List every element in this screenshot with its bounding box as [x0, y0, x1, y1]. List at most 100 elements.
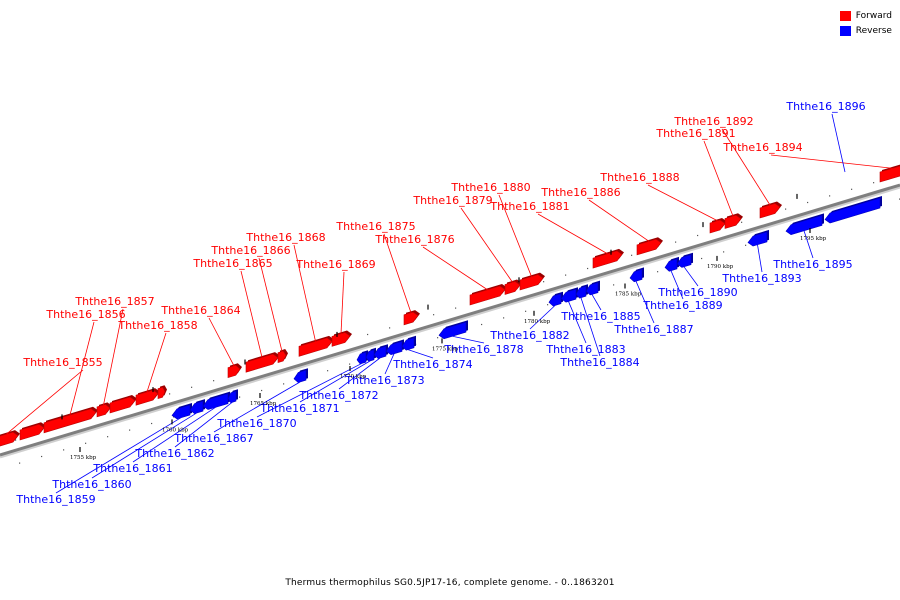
minor-tick-dot	[481, 323, 483, 326]
minor-tick-dot	[367, 333, 369, 336]
forward-gene-feature	[298, 337, 333, 357]
forward-gene-label: Ththe16_1869	[295, 258, 375, 271]
genome-axis	[0, 183, 900, 457]
legend: Forward Reverse	[839, 8, 892, 38]
forward-leader-line	[770, 154, 893, 169]
reverse-gene-feature	[676, 254, 692, 268]
forward-leader-line	[69, 321, 95, 416]
minor-tick-dot	[675, 241, 677, 243]
forward-gene-label: Ththe16_1855	[22, 356, 102, 369]
minor-tick-dot	[41, 455, 43, 458]
reverse-leader-line	[213, 381, 301, 433]
minor-tick-dot	[723, 251, 725, 253]
minor-tick-dot	[63, 449, 65, 451]
minor-tick-dot	[701, 257, 703, 260]
reverse-gene-feature	[401, 337, 415, 351]
minor-tick-dot	[169, 393, 171, 395]
reverse-gene-feature	[438, 321, 467, 340]
reverse-gene-feature	[824, 197, 881, 224]
minor-tick-dot	[85, 442, 87, 444]
reverse-leader-line	[591, 294, 602, 311]
forward-gene-feature	[636, 238, 662, 256]
forward-gene-feature	[96, 404, 111, 418]
minor-tick-dot	[239, 396, 241, 398]
minor-tick-dot	[741, 221, 743, 223]
forward-gene-label: Ththe16_1876	[374, 233, 454, 246]
forward-leader-line	[103, 308, 124, 406]
minor-tick-dot	[613, 284, 615, 286]
forward-leader-line	[258, 257, 283, 352]
forward-gene-feature	[227, 364, 241, 379]
reverse-leader-line	[683, 266, 699, 287]
minor-tick-dot	[151, 422, 153, 425]
minor-tick-dot	[657, 271, 659, 273]
minor-tick-dot	[107, 436, 109, 438]
reverse-gene-feature	[629, 268, 643, 283]
reverse-gene-label: Ththe16_1859	[15, 493, 95, 506]
minor-tick-dot	[213, 380, 215, 382]
reverse-gene-label: Ththe16_1871	[259, 402, 339, 415]
reverse-gene-label: Ththe16_1895	[772, 258, 852, 271]
minor-tick-dot	[785, 208, 787, 210]
forward-gene-feature	[109, 396, 136, 414]
forward-leader-line	[383, 233, 412, 313]
reverse-gene-label: Ththe16_1884	[559, 356, 639, 369]
reverse-leader-line	[256, 363, 362, 418]
forward-gene-label: Ththe16_1875	[335, 220, 415, 233]
minor-tick-dot	[437, 337, 439, 339]
reverse-leader-line	[55, 417, 182, 494]
reverse-gene-label: Ththe16_1890	[657, 286, 737, 299]
forward-leader-line	[498, 194, 532, 277]
reverse-gene-label: Ththe16_1887	[613, 323, 693, 336]
forward-leader-line	[703, 140, 734, 217]
reverse-gene-feature	[356, 351, 367, 365]
reverse-gene-label: Ththe16_1893	[721, 272, 801, 285]
forward-leader-line	[460, 207, 513, 283]
minor-tick-dot	[851, 188, 853, 190]
reverse-gene-feature	[785, 214, 823, 236]
forward-leader-line	[721, 128, 771, 206]
forward-gene-feature	[19, 423, 45, 441]
forward-gene-feature	[135, 389, 159, 406]
kbp-tick-label: 1770 kbp	[340, 374, 367, 380]
minor-tick-dot	[261, 389, 263, 392]
minor-tick-dot	[19, 462, 21, 464]
forward-leader-line	[422, 246, 488, 291]
minor-tick-dot	[389, 327, 391, 329]
forward-gene-feature	[43, 408, 97, 434]
kbp-tick-label: 1775 kbp	[432, 346, 459, 352]
axis-shadow	[0, 185, 900, 459]
minor-tick-dot	[525, 310, 527, 312]
reverse-leader-line	[757, 244, 763, 273]
kbp-tick-label: 1790 kbp	[707, 264, 734, 270]
minor-tick-dot	[829, 195, 831, 197]
minor-tick-dot	[129, 429, 131, 431]
reverse-gene-label: Ththe16_1862	[134, 447, 214, 460]
minor-tick-dot	[631, 254, 633, 256]
minor-tick-dot	[543, 281, 545, 283]
legend-reverse: Reverse	[839, 23, 892, 38]
reverse-leader-line	[803, 230, 814, 259]
reverse-gene-label: Ththe16_1874	[392, 358, 472, 371]
forward-gene-feature	[759, 203, 781, 219]
reverse-leader-line	[831, 113, 846, 173]
minor-tick-dot	[745, 244, 747, 246]
kbp-tick-label: 1760 kbp	[162, 427, 189, 433]
reverse-swatch	[839, 25, 851, 36]
forward-gene-label: Ththe16_1892	[673, 115, 753, 128]
kbp-tick-label: 1755 kbp	[70, 455, 97, 461]
reverse-leader-line	[407, 349, 434, 359]
forward-gene-label: Ththe16_1894	[722, 141, 802, 154]
forward-gene-feature	[0, 431, 19, 447]
forward-gene-feature	[469, 285, 506, 306]
reverse-gene-feature	[189, 400, 204, 414]
minor-tick-dot	[697, 234, 699, 237]
genome-caption: Thermus thermophilus SG0.5JP17-16, compl…	[285, 578, 615, 588]
minor-tick-dot	[283, 383, 285, 385]
reverse-gene-feature	[227, 390, 237, 404]
forward-gene-feature	[157, 386, 166, 400]
reverse-leader-line	[132, 407, 216, 463]
reverse-leader-line	[338, 357, 381, 390]
forward-gene-feature	[592, 250, 623, 269]
